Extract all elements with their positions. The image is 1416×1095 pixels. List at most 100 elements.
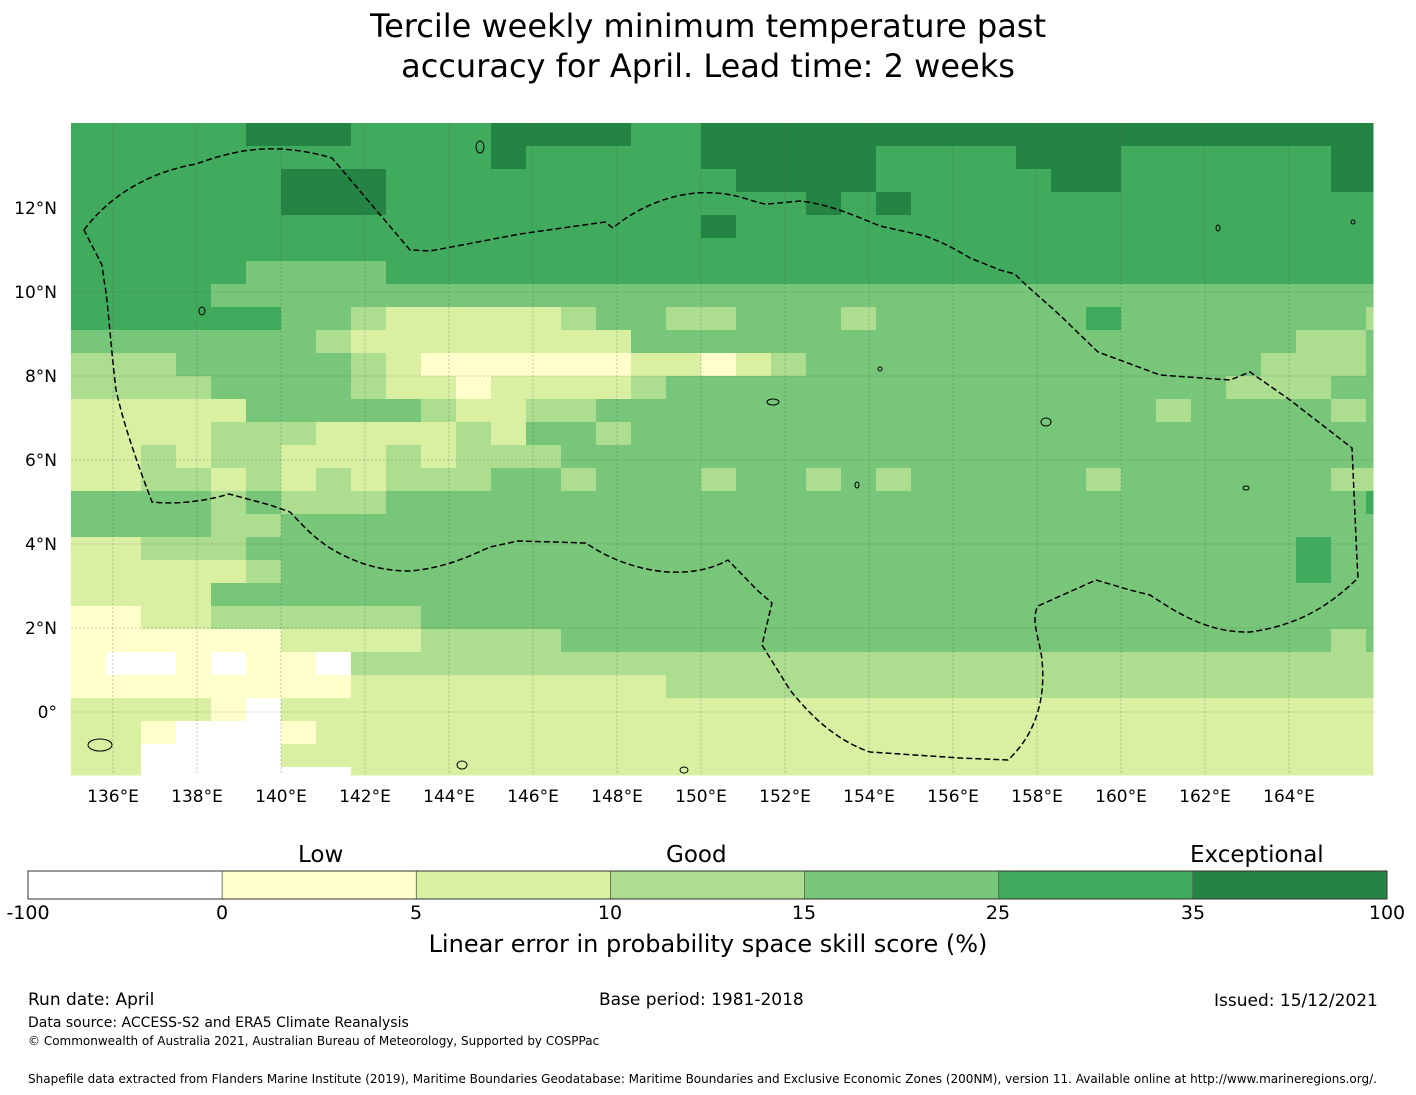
grid-cell — [561, 537, 597, 561]
grid-cell — [351, 675, 387, 699]
grid-cell — [911, 652, 947, 676]
grid-cell — [176, 445, 212, 469]
grid-cell — [281, 399, 317, 423]
grid-cell — [981, 123, 1017, 147]
grid-cell — [771, 307, 807, 331]
grid-cell — [1156, 169, 1192, 193]
grid-cell — [1016, 376, 1052, 400]
grid-cell — [1121, 330, 1157, 354]
grid-cell — [351, 399, 387, 423]
grid-cell — [561, 284, 597, 308]
grid-cell — [666, 399, 702, 423]
grid-cell — [771, 767, 807, 776]
grid-cell — [106, 629, 142, 653]
grid-cell — [1051, 238, 1087, 262]
grid-cell — [1296, 514, 1332, 538]
grid-cell — [1331, 537, 1367, 561]
grid-cell — [1121, 399, 1157, 423]
grid-cell — [841, 767, 877, 776]
grid-cell — [176, 583, 212, 607]
grid-cell — [736, 514, 772, 538]
grid-cell — [666, 698, 702, 722]
grid-cell — [1191, 261, 1227, 285]
grid-cell — [806, 169, 842, 193]
grid-cell — [456, 537, 492, 561]
grid-cell — [876, 238, 912, 262]
grid-cell — [596, 675, 632, 699]
grid-cell — [1261, 583, 1297, 607]
grid-cell — [1016, 146, 1052, 170]
grid-cell — [106, 192, 142, 216]
grid-cell — [1366, 422, 1374, 446]
grid-cell — [211, 330, 247, 354]
grid-cell — [631, 721, 667, 745]
grid-cell — [351, 445, 387, 469]
grid-cell — [911, 629, 947, 653]
grid-cell — [1226, 606, 1262, 630]
grid-cell — [631, 123, 667, 147]
colorbar-tick: 25 — [985, 902, 1011, 924]
grid-cell — [1366, 284, 1374, 308]
grid-cell — [176, 767, 212, 776]
grid-cell — [1121, 261, 1157, 285]
grid-cell — [1191, 399, 1227, 423]
grid-cell — [526, 169, 562, 193]
grid-cell — [1331, 376, 1367, 400]
grid-cell — [981, 238, 1017, 262]
grid-cell — [981, 514, 1017, 538]
grid-cell — [1331, 468, 1367, 492]
grid-cell — [1051, 146, 1087, 170]
grid-cell — [771, 261, 807, 285]
grid-cell — [1261, 629, 1297, 653]
grid-cell — [316, 583, 352, 607]
grid-cell — [1121, 606, 1157, 630]
grid-cell — [701, 330, 737, 354]
grid-cell — [1121, 169, 1157, 193]
grid-cell — [1261, 744, 1297, 768]
grid-cell — [1191, 123, 1227, 147]
grid-cell — [526, 284, 562, 308]
grid-cell — [316, 721, 352, 745]
grid-cell — [736, 583, 772, 607]
grid-cell — [1261, 399, 1297, 423]
grid-cell — [491, 353, 527, 377]
grid-cell — [1191, 215, 1227, 239]
grid-cell — [1051, 192, 1087, 216]
grid-cell — [1226, 445, 1262, 469]
grid-cell — [1226, 169, 1262, 193]
latitude-label: 12°N — [14, 199, 57, 219]
colorbar-border — [27, 870, 1388, 900]
grid-cell — [1366, 261, 1374, 285]
grid-cell — [561, 721, 597, 745]
grid-cell — [1086, 652, 1122, 676]
colorbar-tick: 5 — [409, 902, 423, 924]
grid-cell — [1016, 721, 1052, 745]
grid-cell — [491, 422, 527, 446]
grid-cell — [71, 261, 107, 285]
grid-cell — [491, 629, 527, 653]
longitude-label: 162°E — [1179, 787, 1231, 807]
grid-cell — [1086, 744, 1122, 768]
grid-cell — [386, 468, 422, 492]
grid-cell — [526, 514, 562, 538]
grid-cell — [1261, 445, 1297, 469]
grid-cell — [176, 491, 212, 515]
grid-cell — [771, 537, 807, 561]
grid-cell — [1191, 560, 1227, 584]
island-outline — [475, 140, 485, 154]
grid-cell — [1331, 721, 1367, 745]
grid-cell — [1261, 422, 1297, 446]
grid-cell — [1261, 169, 1297, 193]
grid-cell — [211, 192, 247, 216]
longitude-label: 154°E — [843, 787, 895, 807]
grid-cell — [596, 330, 632, 354]
grid-cell — [1226, 468, 1262, 492]
grid-cell — [106, 353, 142, 377]
grid-cell — [771, 238, 807, 262]
grid-cell — [596, 238, 632, 262]
grid-cell — [1051, 353, 1087, 377]
grid-cell — [736, 629, 772, 653]
grid-cell — [561, 353, 597, 377]
grid-cell — [1086, 261, 1122, 285]
